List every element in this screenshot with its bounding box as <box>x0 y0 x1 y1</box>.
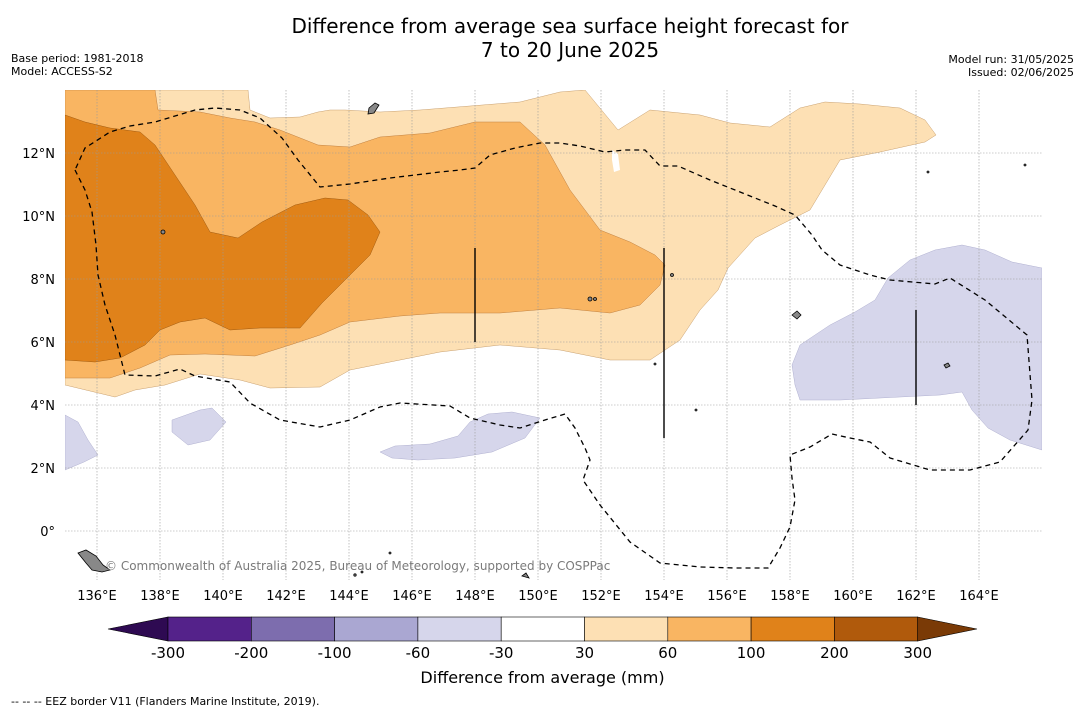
lon-label: 146°E <box>392 589 432 604</box>
colorbar-title: Difference from average (mm) <box>420 668 665 687</box>
colorbar-segment <box>417 616 502 642</box>
copyright-text: © Commonwealth of Australia 2025, Bureau… <box>105 559 610 573</box>
lat-label: 10°N <box>22 210 55 225</box>
title-line-1: Difference from average sea surface heig… <box>291 14 849 38</box>
anomaly-negative-west-region <box>171 407 227 446</box>
lon-label: 164°E <box>959 589 999 604</box>
islands <box>77 102 1027 579</box>
meta-right: Model run: 31/05/2025 Issued: 02/06/2025 <box>948 53 1074 79</box>
lat-label: 12°N <box>22 147 55 162</box>
title-line-2: 7 to 20 June 2025 <box>480 38 660 62</box>
colorbar-tick-label: 100 <box>737 644 766 662</box>
lon-label: 158°E <box>770 589 810 604</box>
island-pohnpei <box>791 310 802 320</box>
anomaly-negative-edge-region <box>65 414 99 471</box>
colorbar-tick-label: -200 <box>234 644 268 662</box>
lat-label: 8°N <box>31 273 56 288</box>
island-manus <box>521 572 530 579</box>
colorbar-tick-label: -30 <box>489 644 514 662</box>
meta-left: Base period: 1981-2018 Model: ACCESS-S2 <box>11 52 143 78</box>
colorbar-tick-label: -300 <box>151 644 185 662</box>
colorbar-tick-label: 200 <box>820 644 849 662</box>
colorbar-arrow-left <box>107 616 169 642</box>
lat-label: 6°N <box>31 336 56 351</box>
neutral-pocket <box>612 150 620 172</box>
lat-label: 0° <box>40 525 55 540</box>
footnote: -- -- -- EEZ border V11 (Flanders Marine… <box>11 695 320 708</box>
colorbar-tick-label: 30 <box>575 644 594 662</box>
gridlines <box>65 90 1042 580</box>
lon-label: 162°E <box>896 589 936 604</box>
map-title: Difference from average sea surface heig… <box>0 14 1085 62</box>
anomaly-negative-east-region <box>791 244 1042 451</box>
anomaly-negative-center-region <box>379 411 541 461</box>
lat-labels: 12°N 10°N 8°N 6°N 4°N 2°N 0° <box>22 147 55 540</box>
colorbar-segment <box>500 616 585 642</box>
island-guam <box>367 102 380 115</box>
lon-label: 140°E <box>203 589 243 604</box>
model-name: Model: ACCESS-S2 <box>11 65 113 78</box>
model-run: Model run: 31/05/2025 <box>948 53 1074 66</box>
lon-label: 150°E <box>518 589 558 604</box>
lat-label: 4°N <box>31 399 56 414</box>
colorbar-segment <box>667 616 752 642</box>
colorbar-segment <box>334 616 419 642</box>
colorbar-tick-label: -60 <box>406 644 431 662</box>
lon-label: 152°E <box>581 589 621 604</box>
lon-label: 148°E <box>455 589 495 604</box>
colorbar-tick-label: -100 <box>318 644 352 662</box>
colorbar-segment <box>584 616 669 642</box>
colorbar: -300 -200 -100 -60 -30 30 60 100 200 300 <box>107 616 978 662</box>
eez-borders <box>74 107 1033 569</box>
lon-label: 144°E <box>329 589 369 604</box>
island-kosrae <box>943 362 951 369</box>
anomaly-100-200-region <box>65 114 381 363</box>
lon-label: 142°E <box>266 589 306 604</box>
colorbar-segment <box>750 616 835 642</box>
lon-label: 160°E <box>833 589 873 604</box>
lon-label: 156°E <box>707 589 747 604</box>
boundary-segments <box>474 248 917 438</box>
map-area <box>65 90 1042 580</box>
colorbar-arrow-right <box>917 616 978 642</box>
lon-labels: 136°E 138°E 140°E 142°E 144°E 146°E 148°… <box>77 589 999 604</box>
island-new-guinea-coast <box>77 549 111 573</box>
colorbar-tick-label: 60 <box>658 644 677 662</box>
lat-label: 2°N <box>31 462 56 477</box>
base-period: Base period: 1981-2018 <box>11 52 144 65</box>
lon-label: 138°E <box>140 589 180 604</box>
lon-label: 136°E <box>77 589 117 604</box>
colorbar-segment <box>834 616 919 642</box>
issued-date: Issued: 02/06/2025 <box>967 66 1074 79</box>
colorbar-segment <box>167 616 252 642</box>
colorbar-tick-label: 300 <box>903 644 932 662</box>
lon-label: 154°E <box>644 589 684 604</box>
eez-palau <box>74 107 1033 569</box>
colorbar-segment <box>251 616 335 642</box>
